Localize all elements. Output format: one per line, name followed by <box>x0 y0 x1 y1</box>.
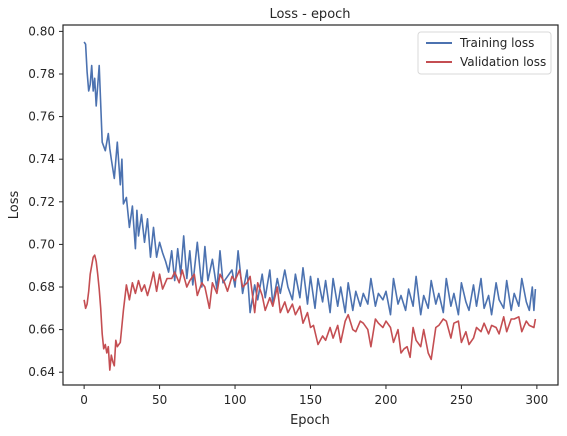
x-tick-label: 300 <box>525 393 548 407</box>
legend-label-validation: Validation loss <box>460 55 546 69</box>
x-tick-label: 150 <box>299 393 322 407</box>
y-tick-label: 0.80 <box>28 24 55 38</box>
x-tick-label: 50 <box>152 393 167 407</box>
ticks-layer: 0 50 100 150 200 250 300 0.64 0.66 0.68 0.70 0.72 0.… <box>28 24 548 407</box>
series-layer <box>83 41 537 371</box>
x-tick-label: 250 <box>450 393 473 407</box>
y-tick-label: 0.64 <box>28 365 55 379</box>
y-tick-label: 0.76 <box>28 110 55 124</box>
plot-frame <box>62 24 559 386</box>
y-tick-label: 0.74 <box>28 152 55 166</box>
y-tick-label: 0.78 <box>28 67 55 81</box>
y-tick-label: 0.72 <box>28 195 55 209</box>
y-tick-label: 0.68 <box>28 280 55 294</box>
y-axis-label: Loss <box>7 191 22 220</box>
x-tick-label: 200 <box>375 393 398 407</box>
x-tick-label: 100 <box>224 393 247 407</box>
y-tick-label: 0.70 <box>28 237 55 251</box>
legend-label-training: Training loss <box>459 36 534 50</box>
x-tick-label: 0 <box>80 393 88 407</box>
training-loss-line <box>83 41 537 316</box>
y-tick-label: 0.66 <box>28 323 55 337</box>
legend: Training loss Validation loss <box>417 31 552 75</box>
x-axis-label: Epoch <box>290 413 330 428</box>
chart-title: Loss - epoch <box>269 7 350 22</box>
validation-loss-line <box>83 254 537 371</box>
